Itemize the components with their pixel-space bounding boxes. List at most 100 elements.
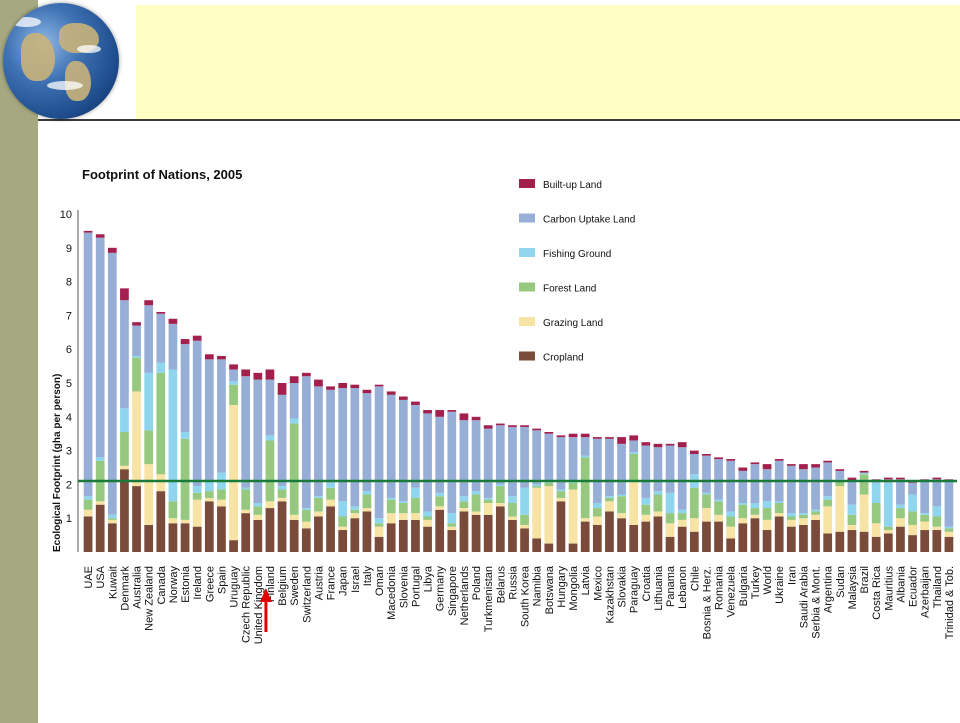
bar-segment: [847, 481, 857, 505]
bar-segment: [411, 401, 420, 405]
bar-segment: [483, 428, 493, 498]
x-tick-label: Hungary: [556, 566, 568, 608]
bar-segment: [326, 487, 335, 500]
bar-segment: [386, 499, 396, 514]
bar-segment: [107, 519, 117, 524]
bar-segment: [423, 519, 432, 527]
bar-segment: [180, 519, 190, 524]
bar-segment: [750, 508, 760, 515]
bar-segment: [362, 508, 372, 512]
bar-segment: [520, 528, 529, 552]
y-tick-label: 3: [66, 446, 72, 458]
bar-segment: [702, 508, 711, 522]
x-tick-label: Ukraine: [774, 566, 786, 604]
bar-segment: [689, 518, 699, 532]
bar-segment: [750, 464, 760, 503]
bar-segment: [859, 531, 869, 552]
x-tick-label: Chile: [689, 566, 701, 591]
bar-segment: [107, 523, 117, 552]
bar-segment: [932, 477, 942, 480]
bar-segment: [726, 511, 736, 517]
bar-segment: [483, 502, 493, 515]
bar-segment: [338, 383, 348, 389]
bar-segment: [144, 524, 154, 552]
legend-label: Fishing Ground: [543, 249, 611, 260]
bar-segment: [726, 460, 736, 512]
x-tick-label: Trinidad & Tob.: [944, 566, 956, 639]
bar-segment: [799, 469, 808, 514]
bar-segment: [835, 531, 845, 552]
bar-segment: [156, 312, 166, 314]
bar-segment: [762, 464, 772, 470]
bar-segment: [95, 234, 105, 238]
x-tick-label: Turkmenistan: [483, 566, 495, 632]
bar-segment: [689, 531, 699, 552]
bar-segment: [253, 379, 263, 503]
bar-segment: [83, 232, 93, 497]
bar-segment: [301, 508, 311, 510]
bar-segment: [386, 513, 396, 524]
bar-segment: [883, 477, 893, 480]
bar-segment: [120, 408, 129, 433]
bar-segment: [411, 513, 420, 520]
x-tick-label: Japan: [338, 566, 350, 596]
x-tick-label: Brazil: [859, 566, 871, 594]
bar-segment: [168, 323, 178, 370]
bar-segment: [229, 369, 238, 382]
bar-segment: [120, 432, 129, 466]
bar-segment: [556, 501, 566, 552]
bar-segment: [883, 526, 893, 531]
bar-segment: [156, 491, 166, 552]
bar-segment: [568, 543, 578, 552]
bar-segment: [920, 514, 930, 522]
bar-segment: [617, 494, 626, 497]
bar-segment: [192, 335, 202, 341]
bar-segment: [459, 413, 469, 421]
bar-segment: [95, 504, 105, 552]
bar-segment: [386, 394, 396, 498]
bar-segment: [144, 430, 154, 465]
bar-segment: [459, 501, 469, 509]
bar-segment: [738, 470, 748, 503]
bar-segment: [689, 453, 699, 475]
bar-segment: [799, 514, 808, 519]
bar-segment: [447, 523, 457, 527]
bar-segment: [823, 506, 833, 534]
bar-segment: [314, 386, 323, 497]
bar-segment: [217, 359, 226, 473]
bar-segment: [653, 447, 663, 492]
bar-segment: [362, 389, 372, 394]
bar-segment: [702, 494, 711, 509]
bar-segment: [823, 499, 833, 507]
bar-segment: [95, 457, 105, 461]
bar-segment: [847, 514, 857, 525]
bar-segment: [423, 526, 432, 552]
bar-segment: [556, 435, 566, 438]
bar-segment: [156, 313, 166, 363]
marker-arrow-head: [259, 588, 272, 602]
bar-segment: [83, 499, 93, 510]
bar-segment: [677, 442, 687, 448]
bar-segment: [326, 386, 335, 390]
x-tick-label: Germany: [435, 566, 447, 612]
x-tick-label: Iran: [786, 566, 798, 585]
bar-segment: [192, 499, 202, 527]
bar-segment: [532, 484, 542, 487]
bar-segment: [847, 530, 857, 552]
bar-segment: [859, 472, 869, 475]
bar-segment: [314, 379, 323, 387]
legend-label: Carbon Uptake Land: [543, 215, 635, 226]
bar-segment: [156, 362, 166, 373]
bar-segment: [289, 376, 299, 383]
bar-segment: [762, 508, 772, 520]
bar-segment: [411, 497, 420, 514]
bar-segment: [811, 519, 820, 552]
bar-segment: [823, 533, 833, 552]
bar-segment: [580, 433, 590, 438]
bar-segment: [459, 496, 469, 502]
bar-segment: [180, 438, 190, 520]
bar-segment: [629, 452, 639, 454]
bar-segment: [932, 506, 942, 517]
x-tick-label: Turkey: [750, 566, 762, 600]
